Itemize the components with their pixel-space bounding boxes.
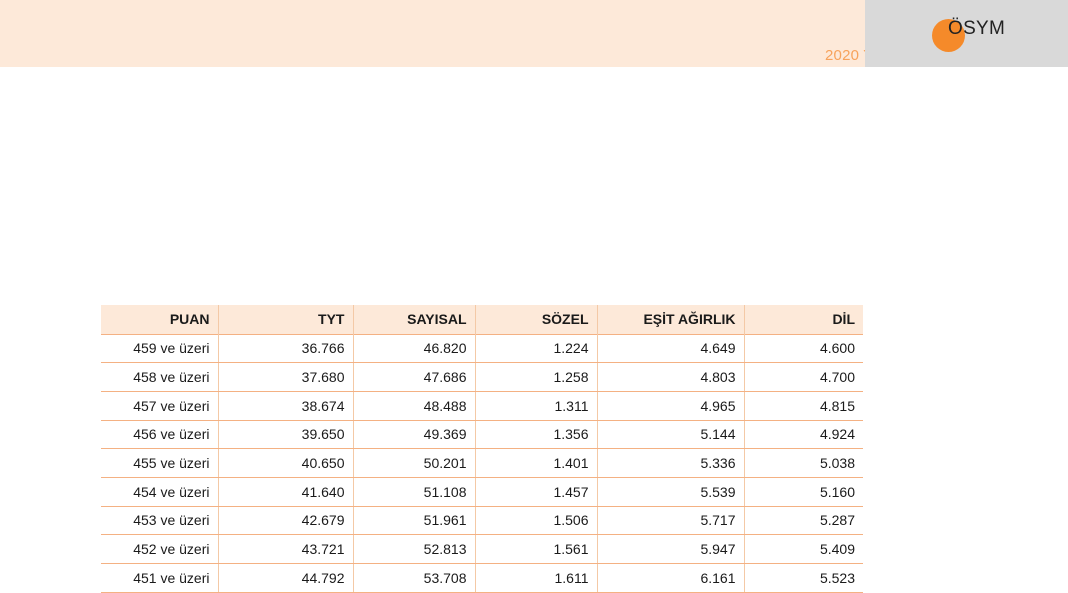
cell-esit-agirlik: 4.803 (596, 362, 744, 392)
cell-sozel: 1.561 (474, 534, 597, 564)
cell-esit-agirlik: 5.336 (596, 448, 744, 478)
cell-puan: 459 ve üzeri (101, 334, 218, 364)
cell-dil: 4.924 (743, 420, 863, 450)
cell-tyt: 43.721 (217, 534, 353, 564)
table-header-row: PUAN TYT SAYISAL SÖZEL EŞİT AĞIRLIK DİL (101, 305, 863, 334)
header-band (0, 0, 865, 67)
column-header-dil: DİL (743, 305, 863, 334)
cell-tyt: 37.680 (217, 362, 353, 392)
cell-sayisal: 51.961 (352, 506, 475, 536)
cell-esit-agirlik: 4.649 (596, 334, 744, 364)
cell-sozel: 1.356 (474, 420, 597, 450)
table-row: 454 ve üzeri 41.640 51.108 1.457 5.539 5.160 (101, 477, 863, 507)
cell-puan: 451 ve üzeri (101, 563, 218, 593)
table-row: 459 ve üzeri 36.766 46.820 1.224 4.649 4.600 (101, 334, 863, 364)
cell-sozel: 1.224 (474, 334, 597, 364)
cell-dil: 5.287 (743, 506, 863, 536)
logo-band: ÖSYM (865, 0, 1068, 67)
cell-esit-agirlik: 6.161 (596, 563, 744, 593)
cell-sozel: 1.457 (474, 477, 597, 507)
cell-sozel: 1.611 (474, 563, 597, 593)
score-table-container: PUAN TYT SAYISAL SÖZEL EŞİT AĞIRLIK DİL … (101, 305, 863, 593)
cell-dil: 5.523 (743, 563, 863, 593)
cell-sayisal: 48.488 (352, 391, 475, 421)
cell-puan: 452 ve üzeri (101, 534, 218, 564)
cell-sozel: 1.401 (474, 448, 597, 478)
cell-tyt: 42.679 (217, 506, 353, 536)
column-header-sozel: SÖZEL (474, 305, 597, 334)
table-row: 452 ve üzeri 43.721 52.813 1.561 5.947 5.409 (101, 534, 863, 564)
score-table: PUAN TYT SAYISAL SÖZEL EŞİT AĞIRLIK DİL … (101, 305, 863, 593)
cell-sayisal: 53.708 (352, 563, 475, 593)
cell-dil: 4.600 (743, 334, 863, 364)
logo-text: ÖSYM (948, 18, 1006, 39)
cell-esit-agirlik: 4.965 (596, 391, 744, 421)
cell-sozel: 1.258 (474, 362, 597, 392)
column-header-tyt: TYT (217, 305, 353, 334)
cell-dil: 4.700 (743, 362, 863, 392)
cell-esit-agirlik: 5.947 (596, 534, 744, 564)
table-row: 458 ve üzeri 37.680 47.686 1.258 4.803 4.700 (101, 362, 863, 392)
cell-dil: 5.038 (743, 448, 863, 478)
column-header-puan: PUAN (101, 305, 218, 334)
cell-sayisal: 49.369 (352, 420, 475, 450)
table-body: 459 ve üzeri 36.766 46.820 1.224 4.649 4.600 4… (101, 334, 863, 593)
cell-sayisal: 47.686 (352, 362, 475, 392)
cell-sozel: 1.506 (474, 506, 597, 536)
table-row: 453 ve üzeri 42.679 51.961 1.506 5.717 5.287 (101, 506, 863, 536)
cell-esit-agirlik: 5.539 (596, 477, 744, 507)
cell-tyt: 38.674 (217, 391, 353, 421)
table-row: 456 ve üzeri 39.650 49.369 1.356 5.144 4.924 (101, 420, 863, 450)
cell-tyt: 39.650 (217, 420, 353, 450)
cell-puan: 454 ve üzeri (101, 477, 218, 507)
cell-tyt: 36.766 (217, 334, 353, 364)
cell-puan: 456 ve üzeri (101, 420, 218, 450)
osym-logo-icon (932, 19, 965, 52)
cell-sozel: 1.311 (474, 391, 597, 421)
column-header-esit-agirlik: EŞİT AĞIRLIK (596, 305, 744, 334)
cell-dil: 5.160 (743, 477, 863, 507)
cell-esit-agirlik: 5.717 (596, 506, 744, 536)
cell-tyt: 41.640 (217, 477, 353, 507)
cell-tyt: 44.792 (217, 563, 353, 593)
cell-tyt: 40.650 (217, 448, 353, 478)
cell-esit-agirlik: 5.144 (596, 420, 744, 450)
cell-dil: 4.815 (743, 391, 863, 421)
table-row: 451 ve üzeri 44.792 53.708 1.611 6.161 5.523 (101, 563, 863, 593)
cell-puan: 457 ve üzeri (101, 391, 218, 421)
cell-dil: 5.409 (743, 534, 863, 564)
cell-sayisal: 51.108 (352, 477, 475, 507)
cell-sayisal: 52.813 (352, 534, 475, 564)
cell-puan: 453 ve üzeri (101, 506, 218, 536)
table-row: 455 ve üzeri 40.650 50.201 1.401 5.336 5.038 (101, 448, 863, 478)
cell-puan: 458 ve üzeri (101, 362, 218, 392)
table-row: 457 ve üzeri 38.674 48.488 1.311 4.965 4.815 (101, 391, 863, 421)
column-header-sayisal: SAYISAL (352, 305, 475, 334)
cell-sayisal: 50.201 (352, 448, 475, 478)
cell-puan: 455 ve üzeri (101, 448, 218, 478)
cell-sayisal: 46.820 (352, 334, 475, 364)
